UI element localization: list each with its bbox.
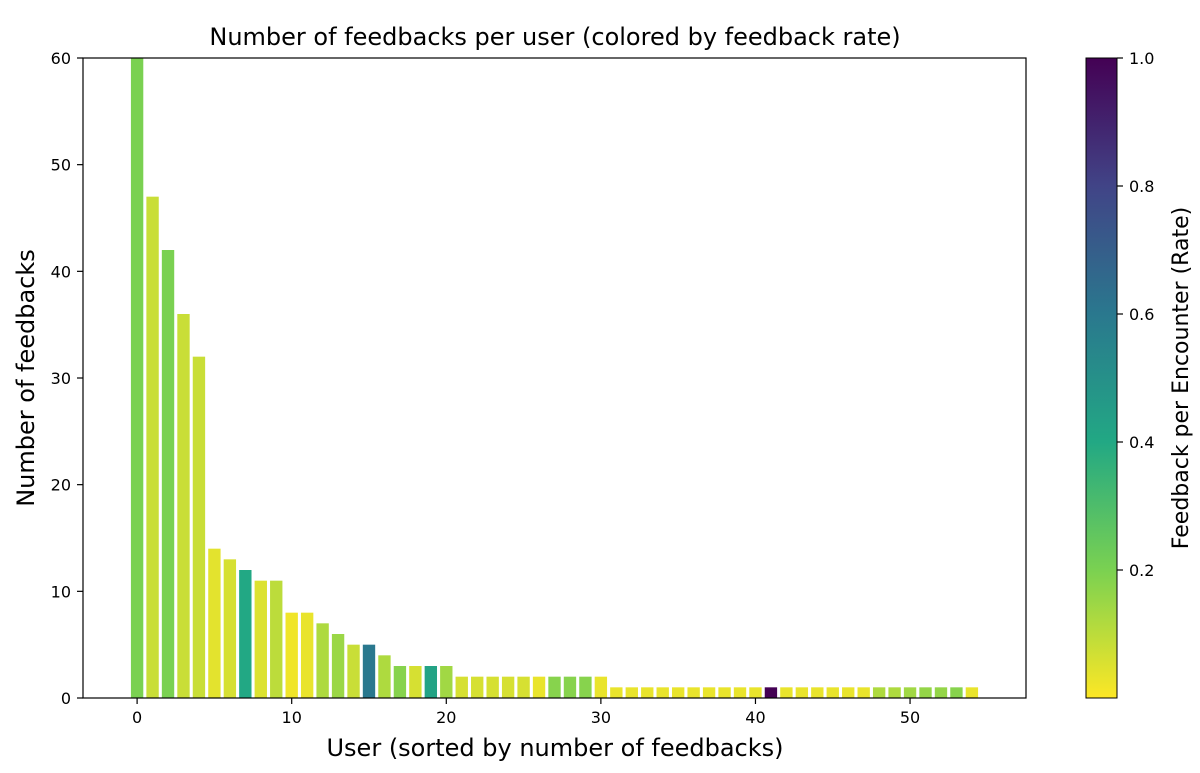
bar — [671, 687, 685, 698]
bar — [795, 687, 809, 698]
bar — [146, 196, 159, 699]
colorbar-ticks: 0.2 0.4 0.6 0.8 1.0 — [1117, 49, 1154, 580]
x-tick-label: 0 — [132, 708, 142, 727]
y-tick-label: 30 — [51, 369, 71, 388]
x-tick-label: 20 — [436, 708, 456, 727]
bar — [300, 612, 314, 698]
bar — [965, 687, 979, 698]
bar — [764, 687, 778, 698]
bar — [903, 687, 917, 698]
bar — [702, 687, 716, 698]
bar — [733, 687, 747, 698]
bar — [161, 250, 175, 698]
bar — [208, 548, 221, 698]
y-tick-label: 50 — [51, 156, 71, 175]
bar — [177, 314, 190, 698]
bar — [934, 687, 948, 698]
bar — [563, 676, 577, 698]
y-tick-label: 40 — [51, 262, 71, 281]
bar — [471, 676, 484, 698]
bar — [594, 676, 608, 698]
bar — [579, 676, 592, 698]
bar — [950, 687, 963, 698]
bar — [888, 687, 901, 698]
bar — [424, 666, 438, 698]
bar — [254, 580, 267, 698]
bar — [409, 666, 422, 698]
bar — [857, 687, 870, 698]
colorbar-tick-label: 0.4 — [1129, 433, 1154, 452]
colorbar-label: Feedback per Encounter (Rate) — [1169, 207, 1194, 549]
colorbar-tick-label: 0.2 — [1129, 561, 1154, 580]
x-axis: 0 10 20 30 40 50 — [132, 698, 920, 727]
bar — [192, 356, 206, 698]
y-tick-label: 0 — [61, 689, 71, 708]
chart-title: Number of feedbacks per user (colored by… — [209, 23, 900, 51]
bar — [285, 612, 298, 698]
bar — [687, 687, 700, 698]
colorbar-tick-label: 0.8 — [1129, 177, 1154, 196]
colorbar-tick-label: 1.0 — [1129, 49, 1154, 68]
bar — [501, 676, 515, 698]
bar — [440, 666, 453, 698]
x-tick-label: 50 — [900, 708, 920, 727]
bar — [362, 644, 376, 698]
y-axis: 0 10 20 30 40 50 60 — [51, 49, 83, 708]
bar — [749, 687, 762, 698]
bar — [130, 58, 144, 698]
bar — [919, 687, 932, 698]
bar — [826, 687, 839, 698]
bar — [378, 655, 391, 698]
bar — [455, 676, 468, 698]
y-tick-label: 60 — [51, 49, 71, 68]
bar — [641, 687, 654, 698]
bar — [532, 676, 546, 698]
bar — [872, 687, 886, 698]
bar — [656, 687, 669, 698]
bar — [718, 687, 731, 698]
bar — [842, 687, 855, 698]
bars-group — [130, 58, 979, 699]
colorbar — [1085, 57, 1118, 699]
bar — [517, 676, 530, 698]
bar — [393, 666, 407, 698]
x-tick-label: 40 — [745, 708, 765, 727]
bar — [486, 676, 499, 698]
bar — [239, 570, 252, 698]
x-axis-label: User (sorted by number of feedbacks) — [326, 734, 783, 762]
colorbar-tick-label: 0.6 — [1129, 305, 1154, 324]
bar — [625, 687, 638, 698]
bar — [331, 634, 345, 698]
y-tick-label: 20 — [51, 476, 71, 495]
y-tick-label: 10 — [51, 582, 71, 601]
x-tick-label: 10 — [282, 708, 302, 727]
bar — [548, 676, 561, 698]
bar — [270, 580, 283, 698]
bar — [347, 644, 360, 698]
bar — [316, 623, 329, 698]
y-axis-label: Number of feedbacks — [12, 249, 40, 507]
bar — [610, 687, 623, 698]
bar — [780, 687, 793, 698]
bar — [223, 559, 237, 698]
x-tick-label: 30 — [591, 708, 611, 727]
bar — [811, 687, 824, 698]
